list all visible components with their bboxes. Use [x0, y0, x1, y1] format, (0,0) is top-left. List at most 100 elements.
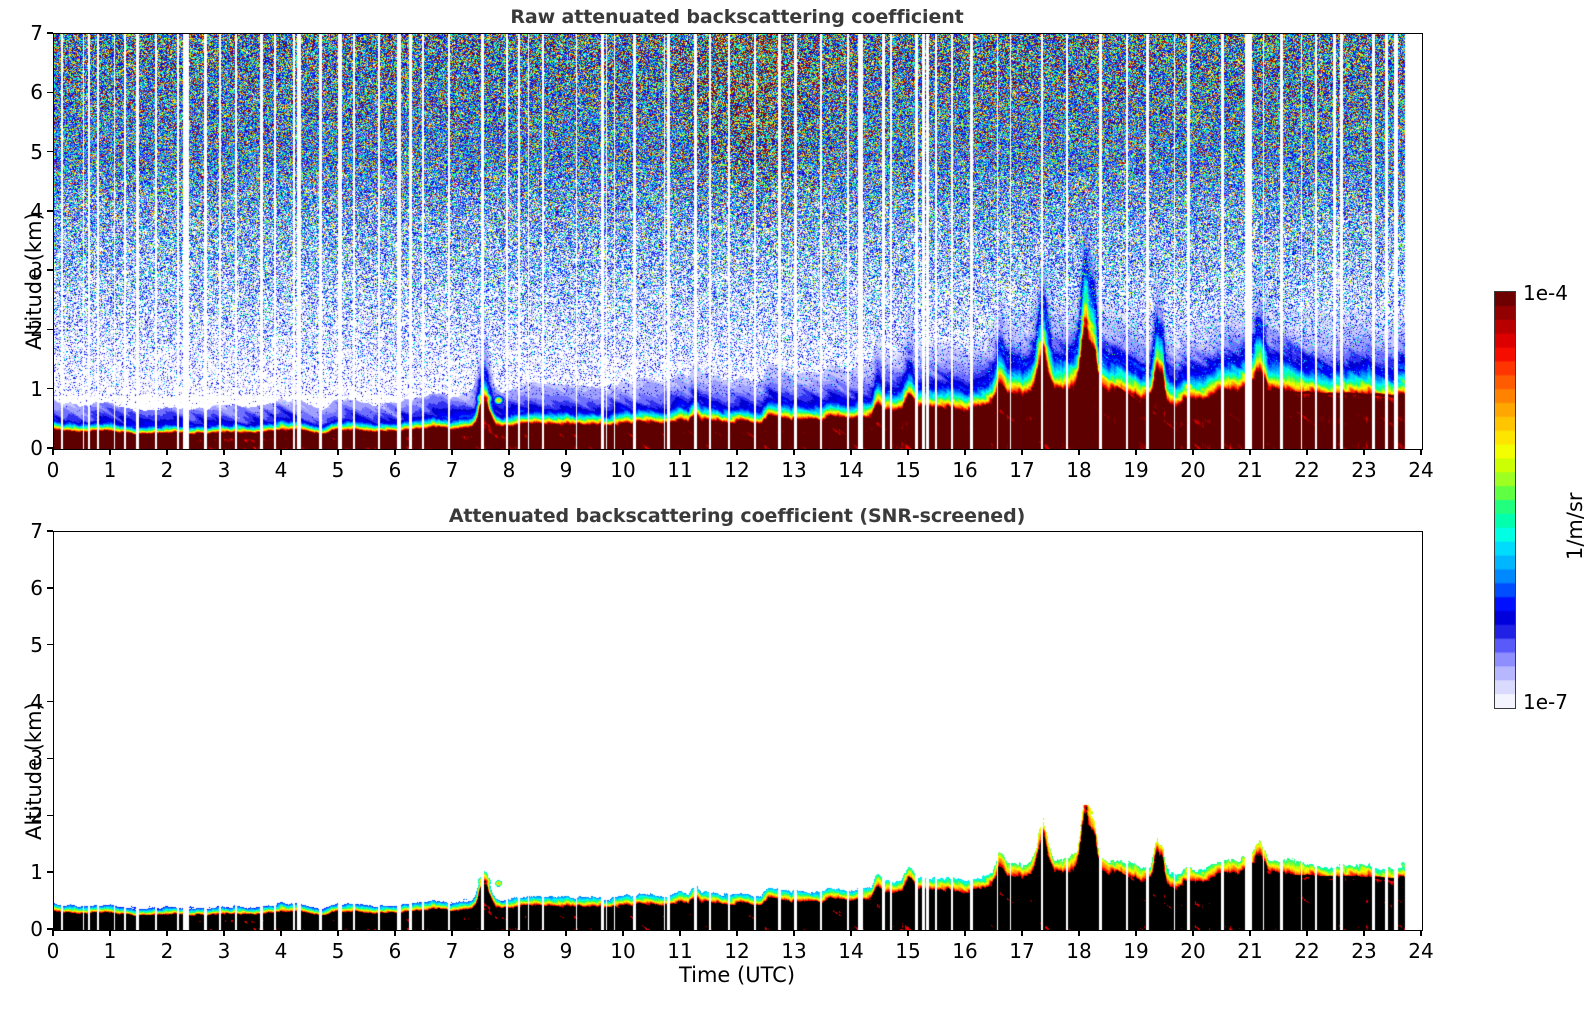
x-tick-7 — [451, 930, 453, 937]
x-tick-21 — [1249, 930, 1251, 937]
colorbar-max-label: 1e-4 — [1523, 281, 1568, 305]
x-tick-5 — [337, 449, 339, 456]
raw-backscatter-heatmap — [54, 34, 1422, 449]
colorbar-gradient — [1494, 291, 1516, 709]
x-tick-9 — [565, 930, 567, 937]
y-tick-1 — [46, 388, 53, 390]
x-tick-label-15: 15 — [895, 458, 921, 482]
x-tick-0 — [52, 930, 54, 937]
x-tick-label-22: 22 — [1294, 458, 1320, 482]
y-tick-label-0: 0 — [30, 917, 43, 941]
x-tick-22 — [1306, 930, 1308, 937]
colorbar-canvas — [1495, 292, 1515, 708]
raw-panel-title: Raw attenuated backscattering coefficien… — [510, 6, 964, 28]
x-tick-label-5: 5 — [331, 458, 345, 482]
x-tick-5 — [337, 930, 339, 937]
x-tick-label-19: 19 — [1123, 939, 1149, 963]
y-tick-label-4: 4 — [30, 198, 43, 223]
x-tick-1 — [109, 449, 111, 456]
x-tick-label-16: 16 — [952, 458, 978, 482]
x-tick-19 — [1135, 449, 1137, 456]
x-tick-label-17: 17 — [1009, 939, 1035, 963]
y-tick-label-1: 1 — [30, 376, 43, 401]
x-tick-label-18: 18 — [1066, 939, 1092, 963]
y-tick-label-5: 5 — [30, 139, 43, 164]
x-tick-15 — [907, 449, 909, 456]
x-tick-label-20: 20 — [1180, 939, 1206, 963]
x-tick-label-14: 14 — [838, 939, 864, 963]
y-tick-label-3: 3 — [30, 258, 43, 283]
x-tick-label-15: 15 — [895, 939, 921, 963]
x-tick-label-3: 3 — [217, 939, 231, 963]
x-tick-1 — [109, 930, 111, 937]
x-tick-label-23: 23 — [1351, 458, 1377, 482]
x-tick-label-23: 23 — [1351, 939, 1377, 963]
y-tick-5 — [46, 150, 53, 153]
x-tick-3 — [223, 930, 225, 937]
x-tick-10 — [622, 930, 624, 937]
x-tick-label-13: 13 — [781, 939, 807, 963]
x-tick-24 — [1420, 449, 1422, 456]
x-tick-label-18: 18 — [1066, 458, 1092, 482]
colorbar[interactable] — [1494, 291, 1516, 709]
time-axis-label: Time (UTC) — [678, 963, 796, 987]
x-tick-label-7: 7 — [445, 458, 459, 482]
x-tick-16 — [964, 449, 966, 456]
x-tick-16 — [964, 930, 966, 937]
y-tick-7 — [46, 530, 53, 532]
x-tick-label-19: 19 — [1123, 458, 1149, 482]
x-tick-14 — [850, 930, 852, 937]
x-tick-8 — [508, 930, 510, 937]
x-tick-21 — [1249, 449, 1251, 456]
x-tick-17 — [1021, 449, 1023, 456]
x-tick-23 — [1363, 930, 1365, 937]
x-tick-18 — [1078, 449, 1080, 456]
x-tick-label-1: 1 — [103, 939, 117, 963]
y-tick-7 — [46, 32, 53, 34]
y-tick-label-1: 1 — [30, 860, 43, 885]
y-tick-3 — [46, 757, 53, 760]
x-tick-label-6: 6 — [388, 458, 402, 482]
y-tick-label-2: 2 — [30, 317, 43, 342]
x-tick-label-11: 11 — [667, 458, 693, 482]
x-tick-label-12: 12 — [724, 458, 750, 482]
x-tick-label-20: 20 — [1180, 458, 1206, 482]
x-tick-label-2: 2 — [160, 939, 174, 963]
x-tick-4 — [280, 930, 282, 937]
x-tick-label-9: 9 — [559, 458, 573, 482]
x-tick-14 — [850, 449, 852, 456]
colorbar-unit-label: 1/m/sr — [1563, 492, 1587, 560]
y-tick-label-2: 2 — [30, 803, 43, 828]
x-tick-label-6: 6 — [388, 939, 402, 963]
y-tick-label-0: 0 — [30, 436, 43, 460]
x-tick-label-17: 17 — [1009, 458, 1035, 482]
x-tick-10 — [622, 449, 624, 456]
x-tick-2 — [166, 930, 168, 937]
y-tick-label-7: 7 — [30, 519, 43, 543]
x-tick-label-3: 3 — [217, 458, 231, 482]
x-tick-label-10: 10 — [610, 939, 636, 963]
x-tick-3 — [223, 449, 225, 456]
raw-panel-plot-area[interactable] — [53, 33, 1423, 450]
x-tick-label-9: 9 — [559, 939, 573, 963]
screened-panel-plot-area[interactable] — [53, 531, 1423, 931]
x-tick-6 — [394, 930, 396, 937]
x-tick-label-22: 22 — [1294, 939, 1320, 963]
x-tick-18 — [1078, 930, 1080, 937]
x-tick-label-5: 5 — [331, 939, 345, 963]
y-tick-6 — [46, 91, 53, 93]
y-tick-6 — [46, 587, 53, 589]
y-tick-0 — [46, 447, 53, 449]
x-tick-label-1: 1 — [103, 458, 117, 482]
x-tick-13 — [793, 449, 795, 456]
x-tick-label-21: 21 — [1237, 458, 1263, 482]
x-tick-8 — [508, 449, 510, 456]
x-tick-7 — [451, 449, 453, 456]
x-tick-label-11: 11 — [667, 939, 693, 963]
x-tick-label-8: 8 — [502, 458, 516, 482]
x-tick-label-13: 13 — [781, 458, 807, 482]
x-tick-4 — [280, 449, 282, 456]
x-tick-20 — [1192, 930, 1194, 937]
x-tick-20 — [1192, 449, 1194, 456]
